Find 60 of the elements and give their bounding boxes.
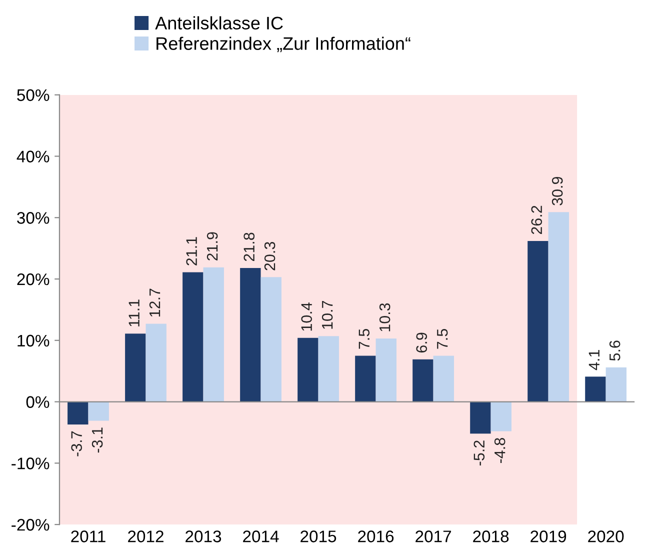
bar: [355, 356, 376, 402]
bar: [88, 402, 109, 421]
bar: [376, 338, 396, 402]
data-label: 10.4: [301, 302, 312, 331]
data-label: -3.7: [71, 431, 82, 456]
y-tick-label: -10%: [12, 458, 50, 470]
data-label: 11.1: [128, 300, 140, 326]
x-tick-label: 2015: [300, 530, 336, 542]
data-label: 10.3: [379, 303, 390, 332]
x-tick-label: 2013: [186, 530, 222, 542]
x-tick-label: 2012: [128, 530, 164, 542]
y-tick-label: 20%: [17, 273, 50, 286]
data-label: 10.7: [322, 300, 333, 329]
bar: [125, 334, 146, 402]
data-label: 20.3: [264, 242, 276, 270]
data-label: 21.9: [206, 232, 218, 260]
data-label: 7.5: [358, 328, 370, 349]
bar: [412, 359, 434, 402]
bar: [548, 212, 569, 402]
data-label: 21.8: [244, 232, 255, 262]
bar: [606, 367, 627, 402]
y-tick-label: 10%: [18, 334, 50, 347]
y-tick-label: 40%: [16, 150, 50, 162]
bar: [490, 402, 512, 432]
x-tick-label: 2018: [473, 530, 509, 542]
data-label: 7.5: [437, 328, 448, 349]
data-label: 26.2: [531, 206, 542, 234]
bar: [585, 376, 606, 402]
data-label: 6.9: [416, 332, 428, 352]
y-tick-label: 50%: [17, 89, 50, 102]
bar: [68, 402, 88, 424]
bar: [470, 402, 491, 434]
legend-label: Referenzindex „Zur Information“: [156, 36, 410, 52]
y-tick-label: 30%: [17, 212, 50, 224]
bar: [433, 356, 454, 402]
x-tick-label: 2017: [416, 530, 451, 542]
data-label: 12.7: [149, 288, 160, 317]
x-tick-label: 2014: [243, 530, 279, 542]
bar: [318, 336, 339, 402]
bar: [203, 267, 224, 402]
x-tick-label: 2019: [530, 530, 566, 542]
y-tick-label: 0%: [26, 396, 50, 408]
x-tick-label: 2020: [588, 530, 624, 542]
data-label: -4.8: [494, 438, 506, 464]
x-tick-label: 2016: [358, 530, 394, 542]
bar: [528, 240, 548, 402]
bar: [146, 324, 166, 402]
legend-label: Anteilsklasse IC: [155, 16, 283, 30]
data-label: -5.2: [474, 440, 485, 466]
data-label: 4.1: [588, 350, 600, 370]
data-label: 21.1: [186, 237, 197, 266]
data-label: 5.6: [609, 340, 620, 361]
x-tick-label: 2011: [71, 530, 106, 542]
y-tick-label: -20%: [12, 518, 50, 531]
bar: [182, 272, 204, 402]
data-label: -3.1: [92, 428, 103, 453]
data-label: 30.9: [552, 176, 563, 206]
bar: [240, 268, 261, 402]
bar: [298, 338, 318, 402]
bar: [260, 277, 282, 402]
